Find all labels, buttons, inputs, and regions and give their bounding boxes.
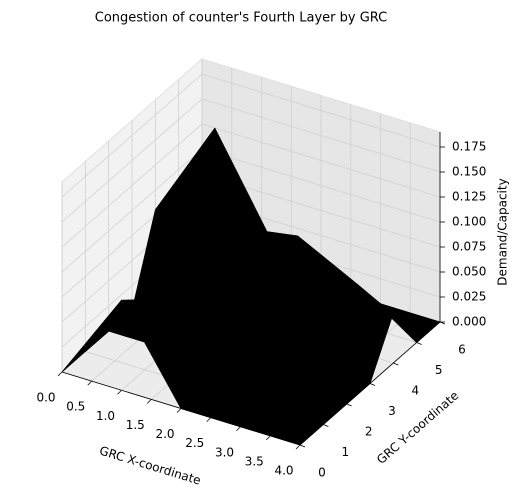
grid-line — [201, 73, 441, 148]
surface-face — [240, 405, 324, 446]
x-tick-label: 0.5 — [66, 400, 85, 414]
y-tick-label: 0 — [318, 466, 326, 480]
x-tick-label: 1.5 — [126, 418, 145, 432]
y-tick-label: 4 — [412, 384, 420, 398]
y-tick-label: 1 — [342, 445, 350, 459]
y-tick-label: 6 — [458, 343, 466, 357]
x-tick — [236, 426, 241, 432]
grid-line — [201, 148, 441, 223]
x-tick-label: 3.5 — [245, 454, 264, 468]
x-tick-label: 1.0 — [96, 409, 115, 423]
x-tick-label: 4.0 — [274, 464, 293, 478]
chart-title: Congestion of counter's Fourth Layer by … — [95, 11, 388, 26]
z-tick-label: 0.125 — [452, 190, 486, 204]
z-tick-label: 0.175 — [452, 140, 486, 154]
y-tick — [416, 342, 422, 345]
y-tick — [393, 362, 399, 366]
grid-line — [61, 148, 203, 273]
grid-line — [61, 123, 203, 248]
x-tick — [176, 408, 182, 413]
x-tick — [206, 417, 212, 422]
x-tick-label: 2.5 — [185, 436, 204, 450]
y-tick-label: 3 — [388, 404, 396, 418]
x-tick — [87, 380, 93, 386]
x-tick — [57, 371, 63, 377]
x-tick — [295, 444, 301, 450]
x-tick-label: 3.0 — [215, 445, 234, 459]
z-tick-label: 0.075 — [452, 240, 486, 254]
z-tick-label: 0.000 — [452, 315, 486, 329]
z-tick-label: 0.150 — [452, 165, 486, 179]
x-tick — [265, 435, 271, 441]
grid-line — [201, 98, 441, 173]
x-tick-label: 0.0 — [36, 391, 55, 405]
grid-line — [61, 98, 203, 223]
y-tick — [323, 424, 329, 427]
x-tick — [117, 389, 122, 395]
grid-line — [201, 123, 441, 198]
z-tick-label: 0.050 — [452, 265, 486, 279]
y-tick — [369, 383, 376, 386]
y-tick — [299, 444, 306, 448]
y-tick — [346, 403, 352, 407]
x-tick-label: 2.0 — [155, 427, 174, 441]
grid-line — [61, 73, 203, 198]
z-axis-label: Demand/Capacity — [496, 178, 510, 285]
x-tick — [146, 399, 152, 404]
z-tick-label: 0.100 — [452, 215, 486, 229]
y-tick-label: 5 — [435, 363, 443, 377]
z-tick-label: 0.025 — [452, 290, 486, 304]
y-axis-label: GRC Y-coordinate — [374, 388, 461, 466]
y-tick-label: 2 — [365, 425, 373, 439]
